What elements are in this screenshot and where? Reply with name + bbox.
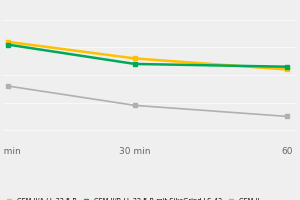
- Legend: CEM II/A-LL 32,5 R, CEM II/B-LL 32,5 R mit SikaGrind LS-43, CEM II: CEM II/A-LL 32,5 R, CEM II/B-LL 32,5 R m…: [1, 196, 262, 200]
